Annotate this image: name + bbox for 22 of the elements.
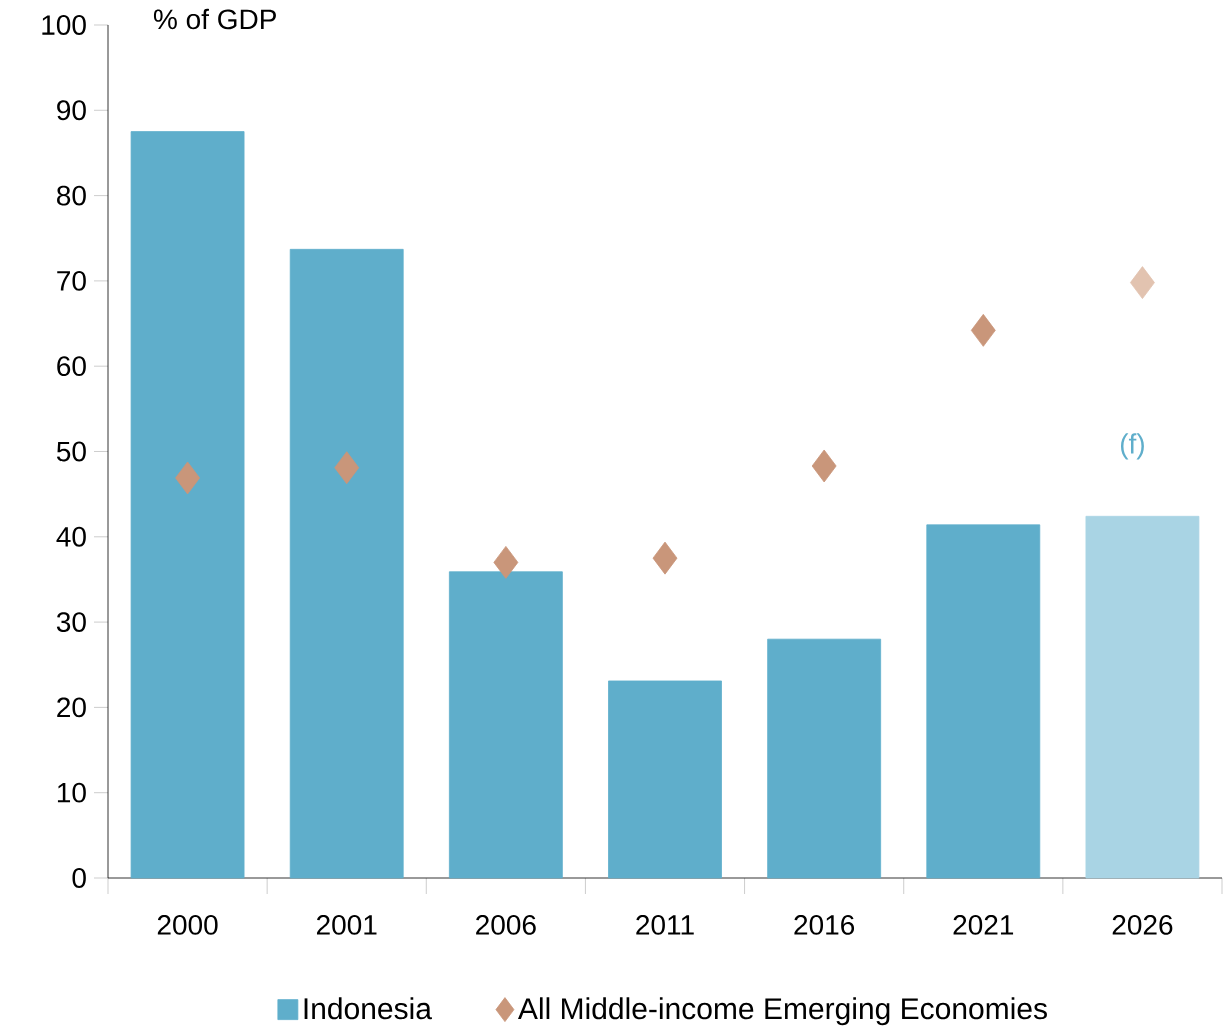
y-tick-label: 40 (56, 526, 86, 547)
y-tick-label: 30 (56, 612, 86, 633)
x-tick-label: 2001 (316, 915, 377, 935)
y-tick-label: 20 (57, 697, 86, 718)
y-tick-label: 50 (56, 441, 86, 462)
y-tick-label: 10 (57, 782, 86, 803)
legend-label: Indonesia (304, 997, 432, 1020)
y-tick-label: 80 (57, 185, 86, 206)
y-tick-label: 60 (57, 356, 86, 377)
x-tick-label: 2016 (794, 915, 855, 935)
y-tick-label: 70 (57, 270, 86, 291)
legend-label: All Middle-income Emerging Economies (517, 997, 1047, 1026)
x-tick-label: 2000 (157, 915, 218, 935)
x-tick-label: 2006 (476, 915, 536, 935)
x-tick-label: 2021 (953, 915, 1014, 935)
y-tick-label: 0 (72, 868, 86, 888)
annotation: (f) (1120, 433, 1144, 460)
x-tick-label: 2026 (1112, 915, 1173, 935)
y-axis-title: % of GDP (153, 8, 276, 30)
y-tick-label: 100 (42, 15, 86, 35)
y-tick-label: 90 (57, 100, 86, 121)
x-tick-label: 2011 (636, 915, 694, 935)
